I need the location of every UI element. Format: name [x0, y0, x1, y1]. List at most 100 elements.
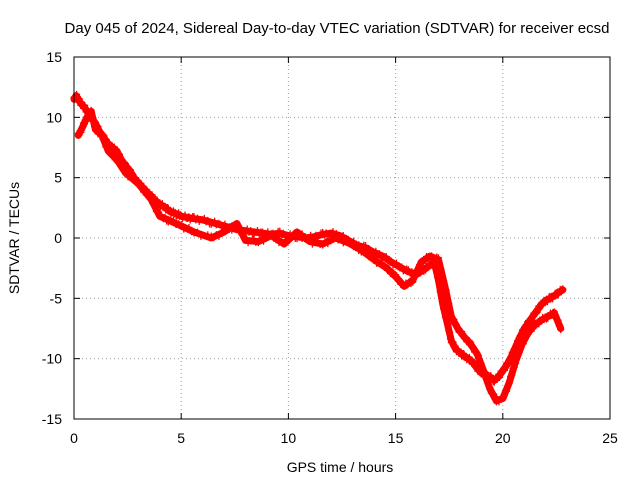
data-point — [106, 147, 114, 155]
data-point — [190, 229, 198, 237]
data-point — [483, 379, 491, 387]
data-point — [236, 224, 244, 232]
data-point — [370, 255, 378, 263]
data-point — [555, 322, 563, 330]
data-points — [70, 90, 567, 406]
data-point — [115, 150, 123, 158]
data-point — [449, 338, 457, 346]
data-point — [446, 328, 454, 336]
y-tick-label: -10 — [42, 351, 62, 367]
data-point — [443, 318, 451, 326]
data-point — [507, 372, 515, 380]
data-point — [478, 365, 486, 373]
data-point — [533, 308, 541, 316]
data-point — [151, 201, 159, 209]
data-point — [554, 316, 562, 324]
x-tick-label: 25 — [602, 430, 618, 446]
data-point — [436, 262, 444, 270]
data-point — [505, 379, 513, 387]
data-point — [109, 151, 117, 159]
data-point — [445, 327, 453, 335]
y-axis-label: SDTVAR / TECUs — [6, 182, 22, 294]
data-point — [137, 182, 145, 190]
data-point — [461, 333, 469, 341]
data-point — [532, 310, 540, 318]
data-point — [450, 315, 458, 323]
data-point — [495, 374, 503, 382]
data-point — [409, 278, 417, 286]
data-point — [161, 213, 169, 221]
data-point — [440, 305, 448, 313]
data-point — [225, 226, 233, 234]
y-tick-label: 10 — [46, 109, 62, 125]
data-point — [89, 115, 97, 123]
data-point — [509, 365, 517, 373]
data-point — [437, 265, 445, 273]
x-tick-label: 20 — [495, 430, 511, 446]
data-point — [129, 173, 137, 181]
data-point — [438, 274, 446, 282]
data-point — [474, 351, 482, 359]
data-point — [481, 370, 489, 378]
x-tick-label: 5 — [177, 430, 185, 446]
y-tick-label: 5 — [54, 170, 62, 186]
y-tick-label: 0 — [54, 230, 62, 246]
data-point — [347, 238, 355, 246]
x-tick-label: 10 — [281, 430, 297, 446]
data-point — [220, 228, 228, 236]
x-tick-label: 15 — [388, 430, 404, 446]
data-point — [513, 354, 521, 362]
data-point — [352, 242, 360, 250]
data-point — [473, 350, 481, 358]
data-point — [193, 228, 201, 236]
y-tick-label: -15 — [42, 411, 62, 427]
data-point — [382, 253, 390, 261]
data-point — [169, 216, 177, 224]
data-point — [501, 366, 509, 374]
data-point — [375, 250, 383, 258]
data-point — [267, 230, 275, 238]
x-axis-label: GPS time / hours — [287, 459, 394, 475]
data-point — [378, 259, 386, 267]
data-point — [443, 295, 451, 303]
data-point — [512, 359, 520, 367]
data-point — [557, 326, 565, 333]
axis-ticks: 0 5 10 15 20 25 -15 -10 -5 0 5 10 15 — [42, 49, 618, 446]
data-point — [458, 328, 466, 336]
data-point — [87, 106, 95, 114]
data-point — [116, 159, 124, 167]
data-point — [440, 277, 448, 285]
data-point — [442, 286, 450, 294]
data-point — [549, 309, 557, 317]
data-point — [337, 235, 345, 243]
data-point — [469, 343, 477, 351]
data-point — [112, 145, 120, 153]
data-point — [527, 327, 535, 335]
data-point — [486, 384, 494, 392]
data-point — [77, 128, 85, 136]
data-point — [445, 299, 453, 307]
data-point — [536, 317, 544, 325]
data-point — [86, 108, 94, 116]
data-point — [177, 221, 185, 229]
data-point — [441, 282, 449, 290]
data-point — [446, 308, 454, 316]
series-band — [74, 107, 565, 405]
data-point — [508, 371, 516, 379]
data-point — [99, 136, 107, 144]
data-point — [477, 359, 485, 367]
data-point — [504, 382, 512, 390]
data-point — [98, 129, 106, 137]
data-point — [280, 240, 288, 248]
data-point — [200, 232, 208, 240]
data-point — [127, 166, 135, 174]
data-point — [519, 340, 527, 348]
data-point — [385, 265, 393, 273]
data-point — [113, 146, 121, 154]
data-point — [490, 390, 498, 398]
data-point — [298, 230, 306, 238]
data-point — [559, 285, 567, 293]
data-point — [395, 275, 403, 283]
data-point — [147, 193, 155, 201]
